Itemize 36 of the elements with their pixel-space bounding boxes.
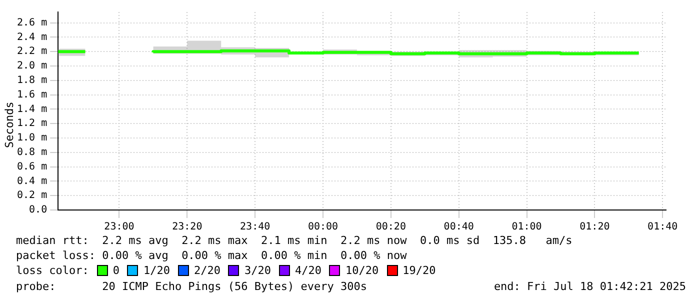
x-tick-label: 01:00 — [512, 222, 542, 233]
legend-label: 3/20 — [244, 263, 271, 279]
y-tick-label: 0.4 m — [16, 176, 48, 187]
y-tick-label: 1.6 m — [16, 89, 48, 100]
legend-title: loss color: — [16, 263, 89, 279]
y-axis-title: Seconds — [3, 100, 17, 150]
text: probe: 20 ICMP Echo Pings (56 Bytes) every 300s — [16, 278, 367, 294]
y-tick-label: 1.8 m — [16, 74, 48, 86]
legend-label: 19/20 — [402, 263, 436, 279]
x-tick-label: 00:20 — [376, 222, 406, 233]
x-tick-label: 01:20 — [580, 222, 610, 233]
x-tick-label: 23:00 — [104, 222, 134, 233]
y-tick-label: 0.6 m — [16, 161, 48, 172]
text: median rtt: 2.2 ms avg 2.2 ms max 2.1 ms min 2.2 ms now 0.0 ms sd 135.8 am/s — [16, 233, 574, 248]
x-tick-label: 01:40 — [648, 222, 678, 233]
legend-label: 0 — [112, 263, 120, 279]
y-tick-label: 2.0 m — [16, 60, 48, 72]
x-tick-label: 00:00 — [308, 222, 338, 233]
legend-label: 2/20 — [194, 263, 220, 279]
text: end: Fri Jul 18 01:42:21 2025 — [494, 278, 686, 294]
legend-label: 4/20 — [294, 263, 322, 279]
y-tick-label: 2.2 m — [16, 46, 48, 58]
y-tick-label: 1.0 m — [16, 132, 48, 144]
y-tick-label: 0.8 m — [16, 146, 48, 158]
legend-label: 1/20 — [143, 263, 170, 279]
y-tick-label: 2.6 m — [16, 17, 48, 28]
x-tick-label: 00:40 — [444, 222, 474, 233]
x-tick-label: 23:20 — [172, 222, 202, 233]
y-tick-label: 1.2 m — [16, 118, 48, 130]
y-tick-label: 0.0 — [29, 204, 48, 216]
y-tick-label: 2.4 m — [16, 32, 48, 43]
y-tick-label: 1.4 m — [16, 104, 48, 115]
x-tick-label: 23:40 — [240, 222, 270, 233]
text: packet loss: 0.00 % avg 0.00 % max 0.00 % min 0.00 % now — [16, 248, 408, 264]
y-tick-label: 0.2 m — [16, 190, 48, 202]
legend-label: 10/20 — [345, 263, 379, 279]
